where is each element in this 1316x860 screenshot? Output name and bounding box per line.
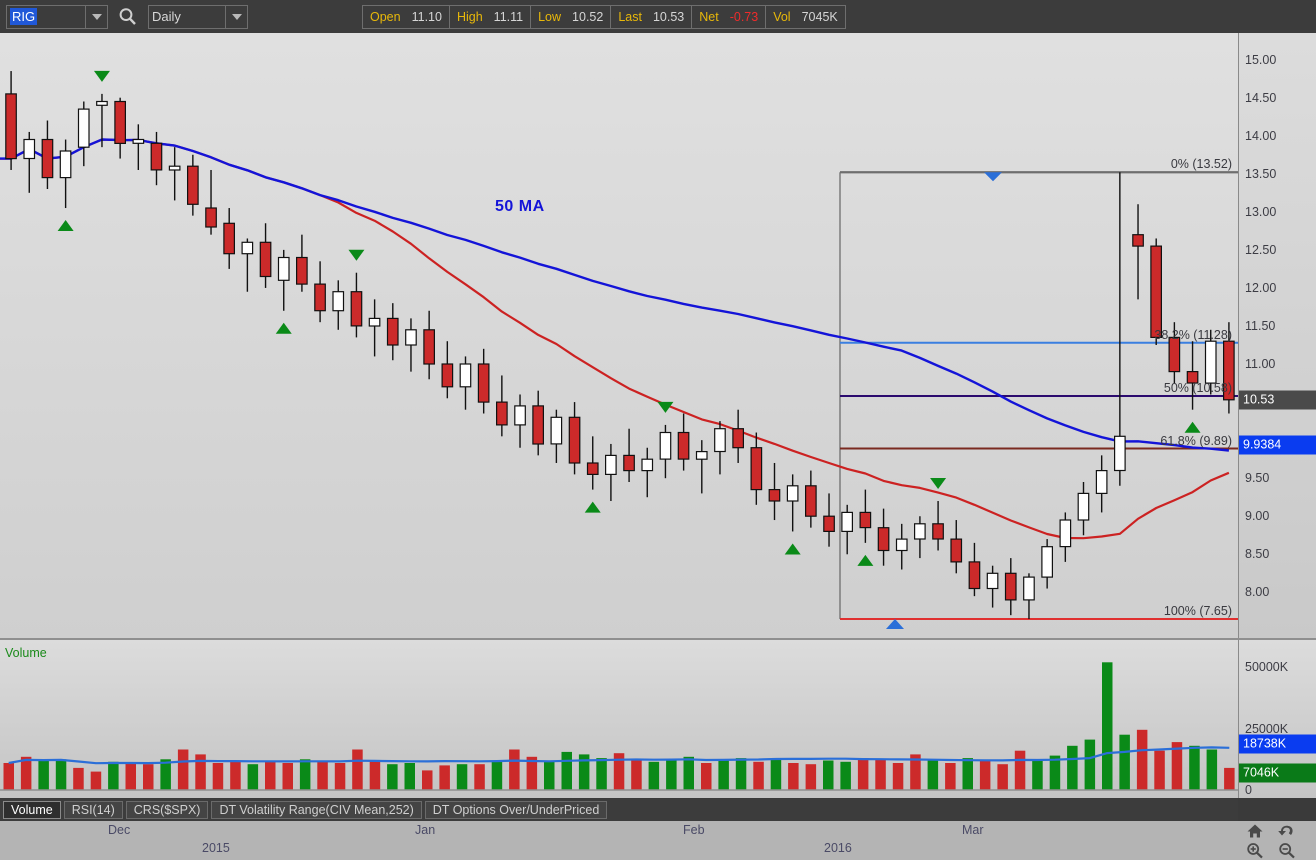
quote-field-high: High 11.11 — [450, 6, 532, 28]
price-chart-panel[interactable]: 50 MA 0% (13.52) 38.2% (11.28) 50% (10.58)… — [0, 33, 1238, 638]
price-tick-label: 12.50 — [1245, 242, 1277, 257]
volume-axis[interactable]: 50000K 25000K 0 18738K 7046K — [1238, 640, 1316, 798]
chevron-down-icon — [91, 13, 102, 20]
date-axis-month: Jan — [415, 823, 436, 837]
price-tick-label: 13.50 — [1245, 166, 1277, 181]
quote-label: Open — [370, 10, 401, 24]
volume-tick-label: 50000K — [1245, 660, 1289, 675]
date-axis-month: Mar — [962, 823, 984, 837]
quote-value: 10.53 — [652, 10, 685, 24]
volume-chart-canvas — [0, 662, 1238, 791]
indicator-tab-bar: Volume RSI(14) CRS($SPX) DT Volatility Rang… — [0, 799, 1238, 821]
price-axis[interactable]: 15.00 14.50 14.00 13.50 13.00 12.50 12.00 11.50… — [1238, 33, 1316, 638]
price-tick-label: 12.00 — [1245, 280, 1277, 295]
volume-average-badge[interactable]: 18738K — [1239, 734, 1316, 754]
volume-tick-label: 25000K — [1245, 721, 1289, 736]
fib-level-label: 38.2% (11.28) — [1154, 327, 1232, 342]
quote-value: 10.52 — [572, 10, 604, 24]
home-icon[interactable] — [1244, 822, 1266, 840]
price-tick-label: 14.50 — [1245, 90, 1277, 105]
indicator-price-badge[interactable]: 9.9384 — [1239, 435, 1316, 455]
price-tick-label: 8.50 — [1245, 547, 1270, 562]
search-icon — [119, 8, 136, 25]
ma-label: 50 MA — [495, 198, 545, 215]
quote-label: Vol — [773, 10, 791, 24]
price-tick-label: 14.00 — [1245, 128, 1277, 143]
volume-tick-label: 0 — [1245, 783, 1252, 797]
symbol-value: RIG — [10, 8, 38, 25]
date-axis-month: Feb — [683, 823, 705, 837]
chart-nav-controls — [1238, 821, 1316, 860]
quote-field-net: Net -0.73 — [692, 6, 767, 28]
price-tick-label: 9.00 — [1245, 509, 1270, 524]
fib-level-label: 61.8% (9.89) — [1160, 433, 1232, 448]
price-tick-label: 13.00 — [1245, 204, 1277, 219]
price-tick-label: 8.00 — [1245, 585, 1270, 600]
symbol-combo[interactable]: RIG — [6, 4, 108, 29]
quote-label: Net — [699, 10, 719, 24]
quote-field-last: Last 10.53 — [611, 6, 693, 28]
tab-dt-options-over-underpriced[interactable]: DT Options Over/UnderPriced — [424, 801, 608, 819]
fib-level-label: 0% (13.52) — [1170, 157, 1232, 172]
tab-crs-spx[interactable]: CRS($SPX) — [125, 801, 209, 819]
quote-field-low: Low 10.52 — [531, 6, 612, 28]
quote-field-open: Open 11.10 — [363, 6, 450, 28]
quote-value: -0.73 — [729, 10, 759, 24]
volume-chart-panel[interactable] — [0, 640, 1238, 798]
volume-last-badge[interactable]: 7046K — [1239, 763, 1316, 783]
tab-volume[interactable]: Volume — [3, 801, 61, 819]
fib-level-label: 100% (7.65) — [1163, 603, 1232, 618]
undo-icon[interactable] — [1276, 822, 1298, 840]
tab-rsi-14[interactable]: RSI(14) — [63, 801, 123, 819]
date-axis-month: Dec — [108, 823, 131, 837]
price-tick-label: 9.50 — [1245, 471, 1270, 486]
quote-value: 11.11 — [493, 10, 524, 24]
price-tick-label: 15.00 — [1245, 52, 1277, 67]
zoom-in-icon[interactable] — [1244, 841, 1266, 859]
symbol-dropdown-arrow[interactable] — [85, 5, 107, 28]
date-axis: Dec Jan Feb Mar 2015 2016 — [0, 821, 1238, 860]
timeframe-value[interactable]: Daily — [152, 9, 181, 24]
quote-value: 11.10 — [411, 10, 442, 24]
timeframe-dropdown-arrow[interactable] — [225, 5, 247, 28]
chevron-down-icon — [231, 13, 242, 20]
quote-field-vol: Vol 7045K — [766, 6, 845, 28]
date-axis-year: 2015 — [202, 841, 230, 855]
price-tick-label: 11.50 — [1245, 318, 1276, 333]
zoom-out-icon[interactable] — [1276, 841, 1298, 859]
symbol-input[interactable]: RIG — [7, 6, 85, 28]
fib-level-label: 50% (10.58) — [1163, 381, 1232, 395]
quote-value: 7045K — [801, 10, 838, 24]
date-axis-year: 2016 — [824, 841, 852, 855]
price-tick-label: 11.00 — [1245, 357, 1276, 372]
last-price-badge[interactable]: 10.53 — [1239, 390, 1316, 410]
quote-label: Last — [618, 10, 642, 24]
search-button[interactable] — [112, 4, 142, 30]
quote-bar: Open 11.10 High 11.11 Low 10.52 Last 10.53 Net -0… — [362, 5, 846, 29]
panel-divider — [0, 638, 1316, 640]
price-chart-canvas — [0, 70, 1238, 629]
timeframe-combo[interactable]: Daily — [148, 4, 248, 29]
volume-panel-title: Volume — [5, 646, 47, 660]
quote-label: Low — [538, 10, 562, 24]
tab-dt-volatility-range-civ-mean-252[interactable]: DT Volatility Range(CIV Mean,252) — [211, 801, 422, 819]
quote-label: High — [456, 10, 483, 24]
